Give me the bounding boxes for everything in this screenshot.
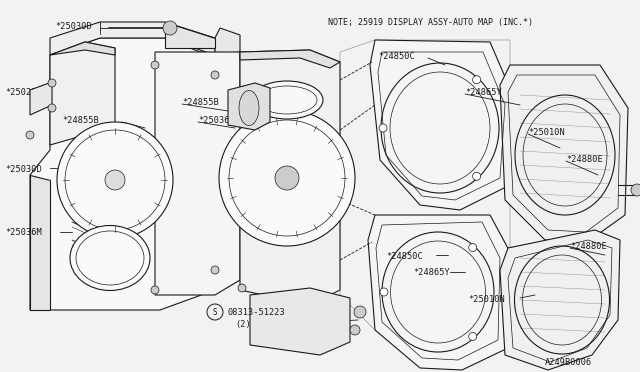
- Text: *24880E: *24880E: [566, 155, 603, 164]
- Circle shape: [468, 244, 477, 251]
- Text: *25010N: *25010N: [528, 128, 564, 137]
- Text: (2): (2): [235, 320, 251, 329]
- Polygon shape: [215, 28, 240, 55]
- Circle shape: [380, 288, 388, 296]
- Text: *25023: *25023: [5, 88, 36, 97]
- Polygon shape: [500, 65, 628, 240]
- Ellipse shape: [70, 225, 150, 291]
- Circle shape: [57, 122, 173, 238]
- Polygon shape: [50, 22, 215, 55]
- Circle shape: [48, 104, 56, 112]
- Text: *24880E: *24880E: [570, 242, 607, 251]
- Circle shape: [472, 172, 481, 180]
- Text: *24865Y: *24865Y: [465, 88, 502, 97]
- Polygon shape: [228, 83, 270, 130]
- Polygon shape: [240, 50, 340, 68]
- Polygon shape: [250, 288, 350, 355]
- Circle shape: [151, 61, 159, 69]
- Polygon shape: [155, 52, 240, 295]
- Circle shape: [350, 325, 360, 335]
- Circle shape: [48, 79, 56, 87]
- Text: *25010N: *25010N: [468, 295, 505, 304]
- Circle shape: [163, 21, 177, 35]
- Text: *25036: *25036: [198, 116, 230, 125]
- Text: NOTE; 25919 DISPLAY ASSY-AUTO MAP (INC.*): NOTE; 25919 DISPLAY ASSY-AUTO MAP (INC.*…: [328, 18, 533, 27]
- Text: *24850C: *24850C: [378, 52, 415, 61]
- Text: *25036M: *25036M: [5, 228, 42, 237]
- Text: *25030D: *25030D: [5, 165, 42, 174]
- Circle shape: [151, 286, 159, 294]
- Polygon shape: [165, 22, 215, 48]
- Text: *24865Y: *24865Y: [413, 268, 450, 277]
- Circle shape: [219, 110, 355, 246]
- Polygon shape: [30, 38, 240, 310]
- Circle shape: [275, 166, 299, 190]
- Circle shape: [211, 71, 219, 79]
- Circle shape: [105, 170, 125, 190]
- Text: *25030D: *25030D: [55, 22, 92, 31]
- Circle shape: [211, 266, 219, 274]
- Polygon shape: [30, 82, 52, 115]
- Circle shape: [354, 306, 366, 318]
- Ellipse shape: [251, 81, 323, 119]
- Text: S: S: [212, 308, 218, 317]
- Polygon shape: [50, 42, 115, 145]
- Text: 08313-51223: 08313-51223: [228, 308, 285, 317]
- Polygon shape: [240, 50, 340, 305]
- Polygon shape: [370, 40, 515, 210]
- Ellipse shape: [239, 90, 259, 125]
- Circle shape: [468, 333, 477, 340]
- Circle shape: [379, 124, 387, 132]
- Text: A249B0006: A249B0006: [545, 358, 592, 367]
- Text: *24855B: *24855B: [182, 98, 219, 107]
- Text: *24850C: *24850C: [386, 252, 423, 261]
- Circle shape: [631, 184, 640, 196]
- Polygon shape: [30, 175, 50, 310]
- Circle shape: [472, 76, 481, 84]
- Circle shape: [26, 131, 34, 139]
- Polygon shape: [500, 230, 620, 370]
- Text: *24855B: *24855B: [62, 116, 99, 125]
- Polygon shape: [368, 215, 510, 370]
- Polygon shape: [50, 42, 115, 55]
- Circle shape: [238, 284, 246, 292]
